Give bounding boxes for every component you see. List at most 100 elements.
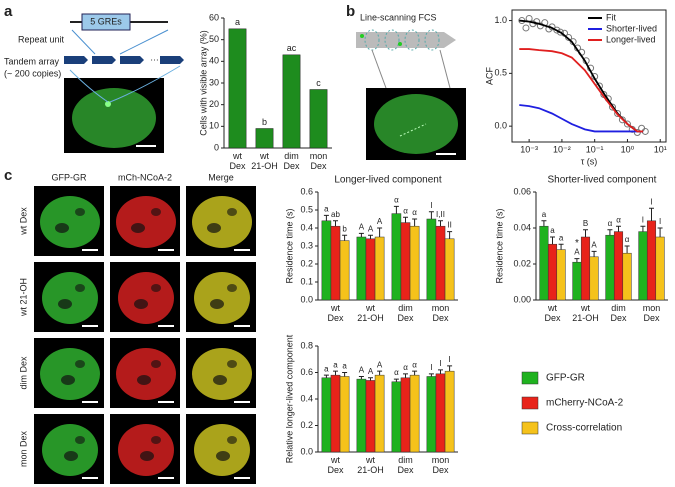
- bar: [330, 374, 341, 453]
- nucleus: [116, 196, 176, 248]
- bar: [365, 238, 376, 301]
- x-tick-line: mon: [432, 455, 450, 465]
- y-axis-label: ACF: [484, 66, 494, 85]
- y-tick-label: 0.02: [513, 258, 531, 268]
- error-bar: [333, 370, 338, 376]
- bar: [655, 236, 665, 301]
- molecule: [398, 42, 402, 46]
- bar: [400, 377, 411, 453]
- x-tick-line: Dex: [432, 465, 449, 475]
- x-tick-line: wt: [330, 303, 340, 313]
- group-letter: b: [262, 117, 267, 127]
- y-tick-label: 40: [209, 56, 219, 66]
- y-axis-label: Residence time (s): [284, 208, 294, 283]
- x-tick-line: Dex: [327, 313, 344, 323]
- error-bar: [649, 207, 654, 221]
- y-axis-label: Cells with visible array (%): [198, 30, 208, 136]
- legend-label: Longer-lived: [606, 34, 656, 44]
- y-tick-label: 0.4: [300, 222, 313, 232]
- column-header: mCh-NCoA-2: [118, 172, 172, 182]
- bar: [426, 218, 437, 301]
- bar: [255, 128, 274, 149]
- guide: [71, 29, 96, 55]
- error-bar: [412, 370, 418, 376]
- x-tick-label: 10⁻²: [553, 144, 571, 154]
- group-letter: A: [591, 241, 597, 250]
- group-letter: a: [342, 362, 347, 371]
- data-point: [638, 124, 646, 132]
- group-letter: I: [439, 359, 441, 368]
- group-letter: A: [368, 224, 374, 233]
- nucleus: [40, 196, 100, 248]
- molecule: [360, 34, 364, 38]
- bar: [426, 376, 437, 453]
- y-tick-label: 60: [209, 12, 219, 22]
- nucleus: [118, 272, 174, 324]
- group-letter: I: [659, 217, 661, 226]
- group-letter: a: [324, 205, 329, 214]
- nucleus: [40, 348, 100, 400]
- bar: [339, 240, 350, 301]
- data-point: [522, 24, 530, 32]
- nucleus: [118, 424, 174, 476]
- x-tick-line: 21-OH: [357, 313, 384, 323]
- guide: [69, 65, 181, 103]
- y-tick-label: 0.3: [300, 240, 313, 250]
- error-bar: [640, 225, 646, 232]
- nucleus: [72, 88, 156, 148]
- focal-volumes: [364, 29, 440, 51]
- group-letter: α: [403, 363, 408, 372]
- x-tick-line: dim: [611, 303, 626, 313]
- series-line: [519, 104, 644, 133]
- error-bar: [438, 369, 443, 374]
- bar: [374, 374, 385, 453]
- nucleolus: [61, 375, 75, 385]
- error-bar: [333, 220, 338, 227]
- bar: [556, 249, 566, 301]
- x-tick-line: wt: [580, 303, 590, 313]
- bar: [228, 28, 247, 149]
- x-tick-label: wt Dex: [229, 151, 246, 171]
- scan-line: [399, 123, 427, 137]
- bar: [356, 236, 367, 301]
- y-tick-label: 0.8: [300, 340, 313, 350]
- error-bar: [412, 218, 418, 227]
- group-letter: I: [650, 197, 652, 206]
- significance-star: *: [575, 238, 579, 249]
- repeat-unit-label: Repeat unit: [18, 34, 65, 44]
- bar: [539, 225, 549, 301]
- y-tick-label: 0.2: [300, 420, 313, 430]
- copies-label: (~ 200 copies): [4, 68, 61, 78]
- y-tick-label: 20: [209, 99, 219, 109]
- panel-label: b: [346, 3, 355, 20]
- nucleolus: [75, 208, 85, 216]
- nucleolus: [151, 208, 161, 216]
- group-letter: a: [559, 233, 564, 242]
- nucleolus: [140, 451, 154, 461]
- data-point: [618, 116, 626, 124]
- data-point: [614, 109, 622, 117]
- nucleolus: [55, 223, 69, 233]
- error-bar: [403, 373, 408, 378]
- data-point: [609, 103, 617, 111]
- nucleus: [42, 272, 98, 324]
- error-bar: [607, 229, 613, 236]
- bar: [339, 376, 350, 453]
- bar: [409, 374, 420, 453]
- nucleus: [116, 348, 176, 400]
- error-bar: [368, 234, 373, 239]
- y-tick-label: 10: [209, 121, 219, 131]
- nucleolus: [64, 451, 78, 461]
- guide: [371, 49, 387, 89]
- error-bar: [583, 229, 588, 237]
- fcs-title: Line-scanning FCS: [360, 12, 437, 22]
- nucleus: [192, 348, 252, 400]
- nucleus: [42, 424, 98, 476]
- data-point: [641, 127, 649, 135]
- bar: [309, 89, 328, 149]
- data-point: [623, 120, 631, 128]
- nucleolus: [151, 360, 161, 368]
- group-letter: α: [616, 215, 621, 224]
- x-tick-line: Dex: [544, 313, 561, 323]
- bar: [572, 261, 582, 301]
